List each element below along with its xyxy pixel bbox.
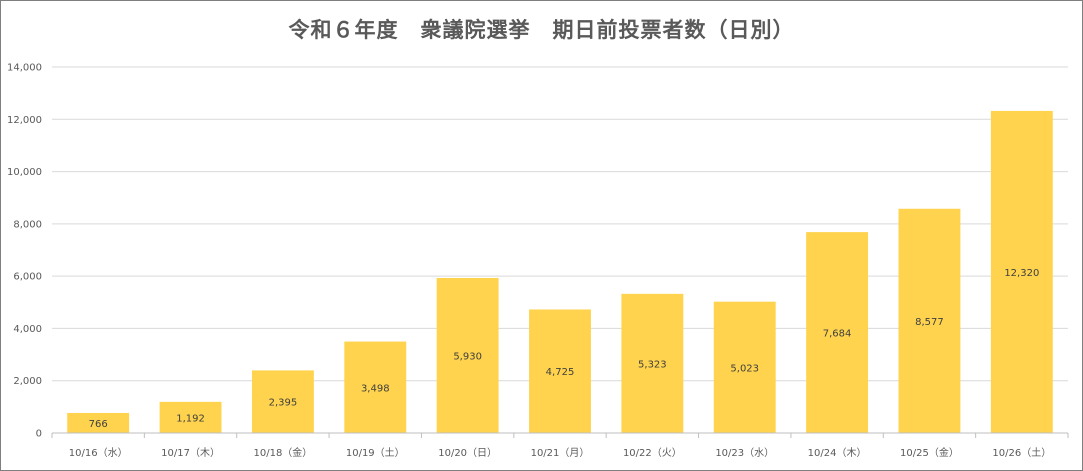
x-tick-label: 10/19（土）	[346, 446, 405, 459]
x-tick-label: 10/24（木）	[808, 447, 867, 459]
bar	[806, 232, 869, 433]
data-label: 7,684	[823, 329, 852, 340]
y-tick-label: 12,000	[7, 115, 42, 126]
bar	[251, 370, 314, 433]
data-label: 5,023	[730, 363, 759, 374]
data-label: 5,323	[638, 359, 667, 370]
y-tick-label: 2,000	[13, 376, 42, 387]
data-label: 1,192	[176, 413, 205, 424]
bar	[344, 341, 407, 433]
data-label: 8,577	[915, 317, 944, 328]
data-labels: 766 1,192 2,395 3,498 5,930 4,725 5,323 5,023 7,…	[89, 268, 1040, 430]
y-tick-label: 0	[36, 429, 42, 440]
y-tick-label: 6,000	[13, 272, 42, 283]
x-tick-label: 10/26（土）	[992, 446, 1051, 459]
x-tick-label: 10/20（日）	[438, 447, 497, 459]
chart-title: 令和６年度 衆議院選挙 期日前投票者数（日別）	[288, 18, 795, 42]
data-label: 4,725	[546, 367, 575, 378]
bar	[529, 309, 591, 433]
bars	[67, 110, 1053, 434]
y-tick-label: 4,000	[13, 324, 42, 335]
bar	[713, 301, 776, 433]
x-tick-label: 10/17（木）	[161, 447, 220, 459]
x-tick-label: 10/18（金）	[253, 446, 312, 459]
bar	[898, 208, 961, 433]
x-tick-label: 10/22（火）	[623, 447, 682, 459]
y-tick-label: 14,000	[7, 63, 42, 74]
bar	[159, 401, 222, 433]
y-tick-label: 10,000	[7, 167, 42, 178]
x-tick-label: 10/16（水）	[69, 447, 128, 459]
x-tick-label: 10/21（月）	[531, 447, 590, 459]
bar	[621, 293, 684, 433]
data-label: 12,320	[1004, 268, 1039, 279]
bar	[67, 412, 130, 433]
x-tick-label: 10/23（水）	[715, 447, 774, 459]
axes: 0 2,000 4,000 6,000 8,000 10,000 12,000 14,000 1…	[7, 63, 1069, 459]
y-tick-label: 8,000	[13, 219, 42, 230]
bar	[436, 277, 499, 433]
data-label: 2,395	[269, 398, 298, 409]
data-label: 3,498	[361, 383, 390, 394]
data-label: 766	[89, 419, 108, 430]
bar	[990, 110, 1053, 434]
data-label: 5,930	[453, 351, 482, 362]
x-tick-label: 10/25（金）	[900, 446, 959, 459]
